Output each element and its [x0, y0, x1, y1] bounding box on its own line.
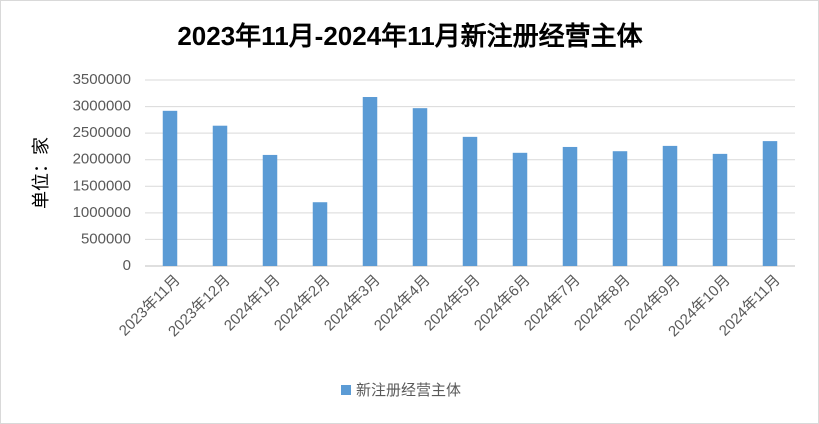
bar — [362, 97, 378, 267]
bar — [562, 146, 578, 266]
y-tick-label: 2500000 — [73, 124, 131, 141]
bar — [212, 125, 228, 267]
bar — [712, 153, 728, 266]
y-tick-label: 3500000 — [73, 71, 131, 88]
chart-title: 2023年11月-2024年11月新注册经营主体 — [177, 21, 643, 51]
y-tick-label: 3000000 — [73, 98, 131, 115]
y-tick-label: 500000 — [81, 230, 131, 247]
y-axis-label: 单位：家 — [31, 137, 51, 209]
y-tick-label: 1000000 — [73, 204, 131, 221]
y-tick-label: 2000000 — [73, 151, 131, 168]
bar — [462, 136, 478, 266]
bar — [312, 202, 328, 266]
bar — [762, 141, 778, 266]
y-tick-label: 0 — [123, 257, 131, 274]
legend-swatch — [341, 385, 351, 395]
bar — [512, 152, 528, 266]
bar — [262, 154, 278, 266]
legend-label: 新注册经营主体 — [356, 382, 461, 399]
bar — [612, 151, 628, 266]
bar — [162, 110, 178, 266]
bar — [662, 145, 678, 266]
bar — [412, 108, 428, 266]
y-tick-label: 1500000 — [73, 177, 131, 194]
